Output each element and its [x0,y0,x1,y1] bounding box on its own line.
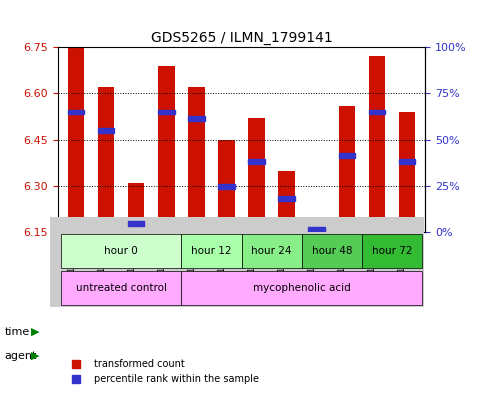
Bar [98,128,114,133]
FancyBboxPatch shape [242,234,302,268]
Text: GDS5265 / ILMN_1799141: GDS5265 / ILMN_1799141 [151,31,332,46]
Text: ▶: ▶ [31,327,40,337]
Bar [398,159,415,164]
Bar [278,196,295,201]
Text: mycophenolic acid: mycophenolic acid [253,283,351,293]
Text: hour 48: hour 48 [312,246,352,256]
Bar [369,57,385,232]
Text: GSM1133726: GSM1133726 [187,234,197,290]
FancyBboxPatch shape [302,234,362,268]
Bar [339,153,355,158]
Bar [398,112,415,232]
Text: hour 72: hour 72 [372,246,412,256]
Bar [339,106,355,232]
Text: ▶: ▶ [31,351,40,361]
FancyBboxPatch shape [61,271,181,305]
Bar [278,171,295,232]
Text: GSM1133725: GSM1133725 [157,234,166,290]
Bar [68,110,85,114]
Text: hour 24: hour 24 [251,246,292,256]
FancyBboxPatch shape [61,234,181,268]
Bar [218,140,235,232]
Bar [98,87,114,232]
Bar [218,184,235,189]
FancyBboxPatch shape [181,234,242,268]
Bar [309,223,325,232]
Text: GSM1133733: GSM1133733 [398,234,407,290]
Text: GSM1133731: GSM1133731 [338,234,347,290]
Bar [128,221,144,226]
Bar [248,118,265,232]
Text: hour 12: hour 12 [191,246,232,256]
Legend: transformed count, percentile rank within the sample: transformed count, percentile rank withi… [63,356,263,388]
Text: GSM1133727: GSM1133727 [217,234,227,290]
Text: GSM1133732: GSM1133732 [368,234,377,290]
FancyBboxPatch shape [181,271,422,305]
Text: untreated control: untreated control [76,283,167,293]
Bar [158,110,174,114]
Bar [369,110,385,114]
Bar [188,87,205,232]
Text: GSM1133728: GSM1133728 [248,234,256,290]
Bar [68,47,85,232]
Bar [158,66,174,232]
Text: time: time [5,327,30,337]
Text: GSM1133730: GSM1133730 [308,234,317,290]
Text: GSM1133729: GSM1133729 [278,234,286,290]
Text: hour 0: hour 0 [104,246,138,256]
Bar [309,227,325,232]
Text: GSM1133723: GSM1133723 [97,234,106,290]
Text: agent: agent [5,351,37,361]
Bar [248,159,265,164]
Text: GSM1133722: GSM1133722 [67,234,76,290]
Bar [128,183,144,232]
FancyBboxPatch shape [362,234,422,268]
Bar [188,116,205,121]
Text: GSM1133724: GSM1133724 [127,234,136,290]
